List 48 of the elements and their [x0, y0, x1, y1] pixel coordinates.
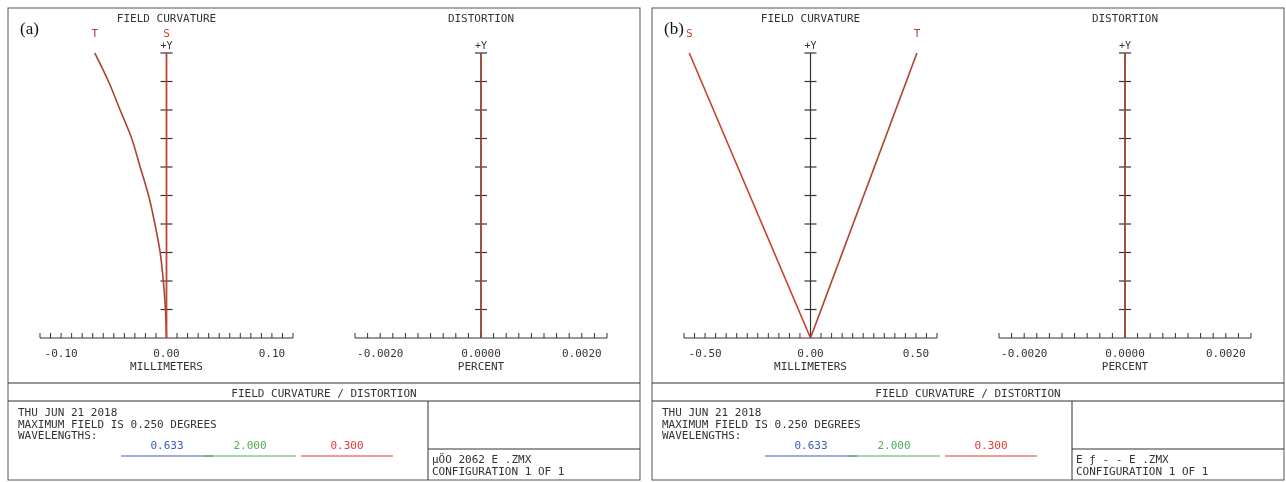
- text: MAXIMUM FIELD IS 0.250 DEGREES: [662, 418, 861, 431]
- series-label: S: [685, 27, 693, 40]
- x-tick-label: 0.0000: [461, 347, 501, 360]
- x-tick-label: -0.0020: [357, 347, 404, 360]
- chart-title: FIELD CURVATURE: [116, 12, 217, 25]
- series-label: S: [163, 27, 170, 40]
- text: 0.300: [974, 439, 1008, 452]
- x-axis-title: PERCENT: [1101, 360, 1149, 373]
- x-tick-label: -0.10: [44, 347, 78, 360]
- x-tick-label: 0.50: [902, 347, 930, 360]
- x-axis-title: PERCENT: [457, 360, 505, 373]
- x-tick-label: 0.0020: [561, 347, 602, 360]
- series-label: T: [913, 27, 921, 40]
- x-tick-label: 0.0020: [1205, 347, 1246, 360]
- text: CONFIGURATION 1 OF 1: [1076, 465, 1209, 478]
- text: MAXIMUM FIELD IS 0.250 DEGREES: [18, 418, 217, 431]
- text: 0.633: [150, 439, 184, 452]
- text: 0.633: [794, 439, 828, 452]
- x-tick-label: -0.50: [688, 347, 722, 360]
- y-axis-title: +Y: [160, 40, 173, 51]
- text: E ƒ - - E .ZMX: [1076, 453, 1170, 466]
- text: CONFIGURATION 1 OF 1: [432, 465, 565, 478]
- series-label: T: [91, 27, 99, 40]
- text: 2.000: [233, 439, 267, 452]
- text: (a): [20, 19, 39, 38]
- x-tick-label: 0.00: [153, 347, 180, 360]
- text: FIELD CURVATURE / DISTORTION: [231, 387, 417, 400]
- x-tick-label: -0.0020: [1001, 347, 1048, 360]
- x-axis-title: MILLIMETERS: [130, 360, 203, 373]
- x-tick-label: 0.0000: [1105, 347, 1145, 360]
- text: THU JUN 21 2018: [662, 406, 762, 419]
- text: 0.300: [330, 439, 364, 452]
- y-axis-title: +Y: [804, 40, 817, 51]
- y-axis-title: +Y: [1118, 40, 1132, 51]
- text: THU JUN 21 2018: [18, 406, 118, 419]
- x-tick-label: 0.00: [797, 347, 824, 360]
- y-axis-title: +Y: [474, 40, 488, 51]
- chart-title: DISTORTION: [447, 12, 515, 25]
- x-tick-label: 0.10: [258, 347, 286, 360]
- text: WAVELENGTHS:: [662, 429, 742, 442]
- text: (b): [664, 19, 684, 38]
- x-axis-title: MILLIMETERS: [774, 360, 847, 373]
- chart-title: FIELD CURVATURE: [760, 12, 861, 25]
- text: WAVELENGTHS:: [18, 429, 98, 442]
- text: 2.000: [877, 439, 911, 452]
- chart-title: DISTORTION: [1091, 12, 1159, 25]
- text: FIELD CURVATURE / DISTORTION: [875, 387, 1061, 400]
- text: µÖO 2062 E .ZMX: [432, 453, 532, 466]
